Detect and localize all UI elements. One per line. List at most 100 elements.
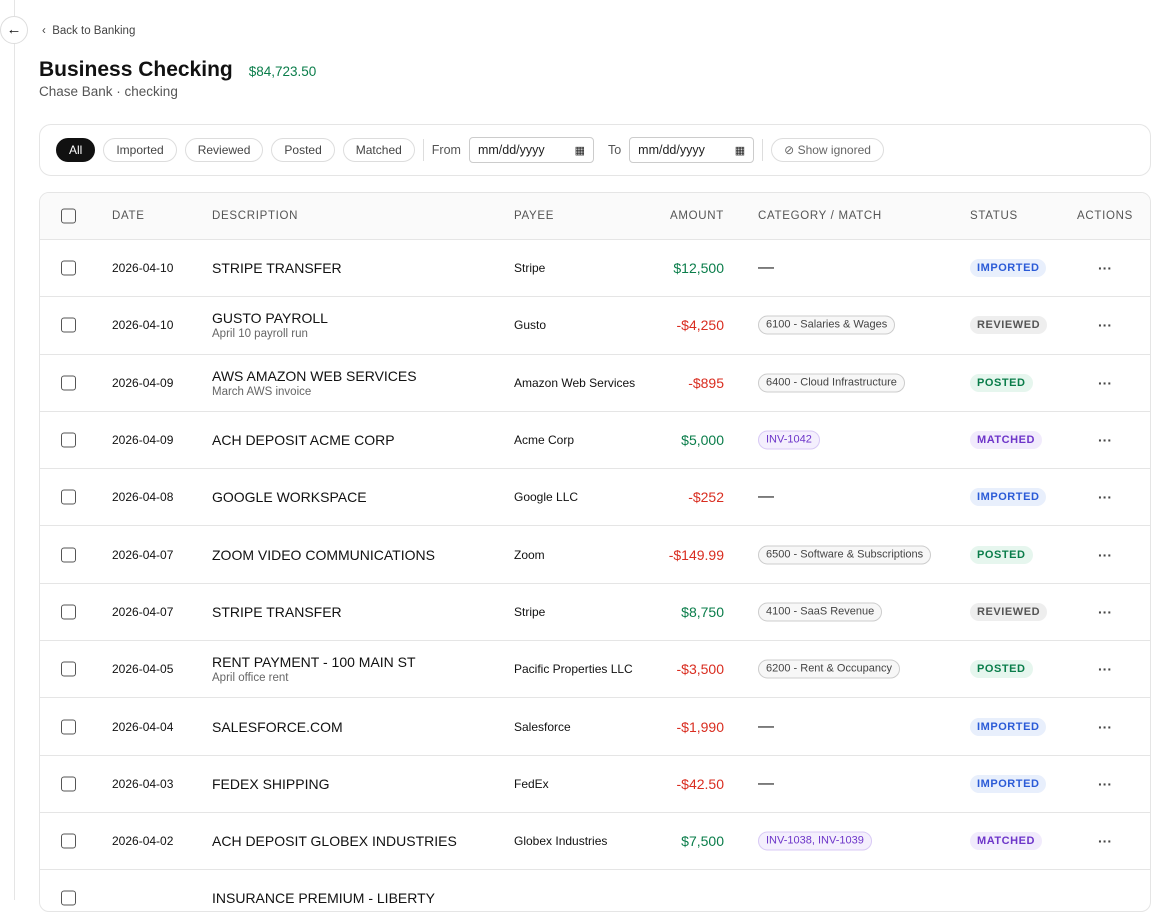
payee: Acme Corp (514, 433, 575, 448)
description: RENT PAYMENT - 100 MAIN ST (212, 654, 416, 671)
category: INV-1042 (758, 430, 820, 450)
description-cell: GOOGLE WORKSPACE (212, 489, 367, 505)
show-ignored-text: Show ignored (797, 143, 871, 157)
filter-tab[interactable]: Posted (271, 138, 335, 162)
memo: April 10 payroll run (212, 328, 308, 341)
payee: Stripe (514, 604, 546, 619)
back-link[interactable]: ‹ Back to Banking (42, 25, 136, 37)
status-badge: IMPORTED (970, 488, 1047, 507)
description-cell: ZOOM VIDEO COMMUNICATIONS (212, 547, 435, 563)
row-checkbox[interactable] (61, 547, 76, 563)
actions-button[interactable]: ··· (1098, 603, 1112, 620)
description: ACH DEPOSIT ACME CORP (212, 432, 395, 449)
table-row: 2026-04-07 STRIPE TRANSFER Stripe $8,750 410… (40, 584, 1150, 642)
date: 2026-04-02 (112, 834, 174, 849)
status-badge: MATCHED (970, 832, 1043, 851)
status-badge: REVIEWED (970, 316, 1048, 335)
status-badge: IMPORTED (970, 774, 1047, 793)
row-checkbox[interactable] (61, 375, 76, 391)
row-checkbox[interactable] (61, 260, 76, 276)
status-badge: IMPORTED (970, 717, 1047, 736)
amount: -$3,500 (676, 661, 724, 678)
table-row: 2026-04-07 ZOOM VIDEO COMMUNICATIONS Zoom -… (40, 526, 1150, 584)
category: — (758, 259, 774, 277)
amount: $12,500 (673, 260, 724, 277)
date: 2026-04-09 (112, 375, 174, 390)
date: 2026-04-10 (112, 318, 174, 333)
category: 4100 - SaaS Revenue (758, 602, 883, 622)
table-row: 2026-04-08 GOOGLE WORKSPACE Google LLC -$25… (40, 469, 1150, 527)
category: INV-1038, INV-1039 (758, 831, 872, 851)
column-header: PAYEE (514, 210, 555, 222)
row-checkbox[interactable] (61, 719, 76, 735)
date: 2026-04-08 (112, 490, 174, 505)
payee: Globex Industries (514, 834, 608, 849)
payee: Salesforce (514, 719, 571, 734)
date: 2026-04-07 (112, 547, 174, 562)
row-checkbox[interactable] (61, 489, 76, 505)
amount: -$42.50 (676, 775, 724, 792)
date: 2026-04-05 (112, 662, 174, 677)
memo: March AWS invoice (212, 385, 312, 398)
description-cell: ACH DEPOSIT ACME CORP (212, 432, 395, 448)
row-checkbox[interactable] (61, 432, 76, 448)
actions-button[interactable]: ··· (1098, 718, 1112, 735)
amount: -$4,250 (676, 317, 724, 334)
filter-tab[interactable]: Matched (342, 138, 415, 162)
filter-tab[interactable]: Reviewed (184, 138, 264, 162)
sidebar-edge (14, 0, 15, 900)
row-checkbox[interactable] (61, 604, 76, 620)
description-cell: STRIPE TRANSFER (212, 260, 342, 276)
actions-button[interactable]: ··· (1098, 432, 1112, 449)
status-badge: REVIEWED (970, 602, 1048, 621)
actions-button[interactable]: ··· (1098, 374, 1112, 391)
description: INSURANCE PREMIUM - LIBERTY (212, 890, 435, 907)
payee: Zoom (514, 547, 545, 562)
table-row: 2026-04-09 ACH DEPOSIT ACME CORP Acme Corp… (40, 412, 1150, 470)
date-label: From (431, 143, 461, 157)
column-header: ACTIONS (1077, 210, 1133, 222)
description: GOOGLE WORKSPACE (212, 489, 367, 506)
date: 2026-04-07 (112, 604, 174, 619)
date: 2026-04-04 (112, 719, 174, 734)
column-header: AMOUNT (670, 210, 724, 222)
header: Business Checking $84,723.50 (39, 58, 316, 82)
actions-button[interactable]: ··· (1098, 546, 1112, 563)
row-checkbox[interactable] (61, 661, 76, 677)
filter-tab[interactable]: Imported (103, 138, 177, 162)
row-checkbox[interactable] (61, 890, 76, 906)
amount: -$149.99 (668, 546, 724, 563)
payee: Google LLC (514, 490, 579, 505)
description-cell: AWS AMAZON WEB SERVICES March AWS invoice (212, 368, 417, 398)
date: 2026-04-09 (112, 433, 174, 448)
actions-button[interactable]: ··· (1098, 489, 1112, 506)
date-placeholder: mm/dd/yyyy (638, 143, 705, 157)
balance: $84,723.50 (248, 64, 317, 79)
column-header: DATE (112, 210, 145, 222)
memo: April office rent (212, 672, 289, 685)
show-ignored-button[interactable]: ⊘ Show ignored (771, 138, 884, 162)
filter-tab[interactable]: All (56, 138, 96, 162)
description: SALESFORCE.COM (212, 718, 343, 735)
row-checkbox[interactable] (61, 317, 76, 333)
date-input[interactable]: mm/dd/yyyy ▦ (468, 137, 594, 163)
actions-button[interactable]: ··· (1098, 775, 1112, 792)
actions-button[interactable]: ··· (1098, 260, 1112, 277)
description-cell: SALESFORCE.COM (212, 719, 343, 735)
actions-button[interactable]: ··· (1098, 317, 1112, 334)
collapse-button[interactable]: ← (0, 16, 28, 44)
payee: Gusto (514, 318, 547, 333)
date: 2026-04-03 (112, 776, 174, 791)
amount: -$1,990 (676, 718, 724, 735)
actions-button[interactable]: ··· (1098, 833, 1112, 850)
row-checkbox[interactable] (61, 833, 76, 849)
subtitle: Chase Bank · checking (39, 84, 178, 99)
select-all-checkbox[interactable] (61, 208, 76, 224)
actions-button[interactable]: ··· (1098, 661, 1112, 678)
table-row: 2026-04-05 RENT PAYMENT - 100 MAIN ST Apri… (40, 641, 1150, 699)
date-input[interactable]: mm/dd/yyyy ▦ (629, 137, 755, 163)
back-text: Back to Banking (52, 25, 136, 37)
date-placeholder: mm/dd/yyyy (477, 143, 545, 157)
row-checkbox[interactable] (61, 776, 76, 792)
status-badge: POSTED (970, 373, 1033, 392)
